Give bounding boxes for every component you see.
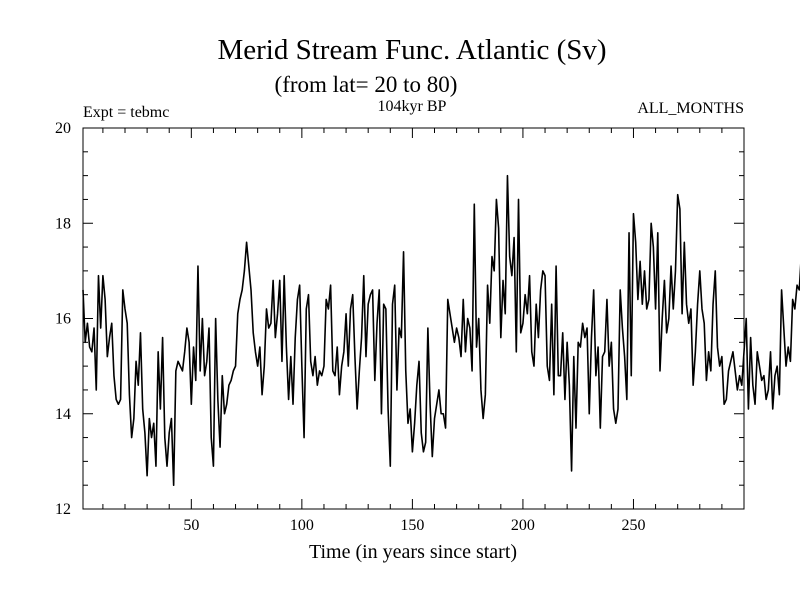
axes [82, 127, 745, 510]
y-tick-label: 14 [55, 406, 71, 423]
y-tick-label: 12 [55, 501, 71, 518]
chart-title: Merid Stream Func. Atlantic (Sv) [217, 34, 606, 66]
ticks: 50 100 150 200 250 12 14 16 18 20 [55, 120, 744, 534]
x-tick-label: 100 [290, 517, 314, 534]
x-tick-label: 50 [183, 517, 199, 534]
series-line [82, 174, 800, 486]
experiment-label: Expt = tebmc [83, 104, 169, 121]
x-tick-label: 200 [511, 517, 535, 534]
series [82, 174, 800, 486]
months-label: ALL_MONTHS [637, 100, 744, 117]
y-tick-label: 18 [55, 215, 71, 232]
plot-frame [82, 127, 745, 510]
x-tick-label: 150 [400, 517, 424, 534]
y-tick-label: 16 [55, 311, 71, 328]
x-axis-label: Time (in years since start) [309, 541, 517, 563]
y-tick-label: 20 [55, 120, 71, 137]
chart-subtitle: (from lat= 20 to 80) [275, 72, 458, 97]
x-tick-label: 250 [621, 517, 645, 534]
period-label: 104kyr BP [378, 98, 447, 115]
